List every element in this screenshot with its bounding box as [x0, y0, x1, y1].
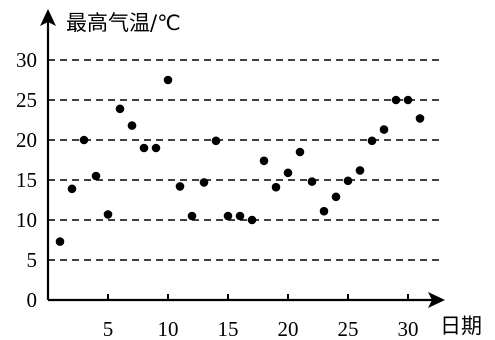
data-point-day-16: [235, 211, 245, 221]
data-points: [55, 75, 425, 246]
data-point-day-20: [283, 168, 293, 178]
y-tick-label-10: 10: [16, 208, 37, 232]
axes: [40, 9, 445, 308]
data-point-day-29: [391, 95, 401, 105]
x-tick-label-20: 20: [278, 317, 299, 340]
y-tick-label-0: 0: [27, 288, 38, 312]
data-point-day-11: [175, 182, 185, 191]
data-point-day-10: [163, 75, 173, 85]
data-point-day-17: [247, 215, 257, 225]
data-point-day-7: [127, 121, 137, 130]
data-point-day-8: [139, 143, 149, 153]
data-point-day-1: [55, 237, 65, 246]
y-axis-title: 最高气温/℃: [66, 11, 181, 35]
y-tick-label-20: 20: [16, 128, 37, 152]
data-point-day-9: [151, 143, 161, 153]
y-tick-label-30: 30: [16, 48, 37, 72]
data-point-day-31: [415, 114, 425, 123]
data-point-day-21: [295, 147, 305, 157]
data-point-day-2: [67, 184, 77, 194]
data-point-day-30: [403, 95, 413, 105]
x-tick-label-5: 5: [103, 317, 114, 340]
tick-labels: 0 5 10 15 20 25 30 5 10 15 20 25 30: [16, 48, 419, 340]
data-point-day-27: [367, 136, 377, 146]
data-point-day-15: [223, 211, 233, 221]
data-point-day-24: [331, 192, 341, 202]
x-axis-arrow: [428, 292, 445, 308]
y-tick-label-25: 25: [16, 88, 37, 112]
data-point-day-19: [271, 182, 281, 192]
gridlines: [48, 59, 442, 261]
data-point-day-14: [211, 136, 221, 146]
y-axis-arrow: [40, 9, 56, 26]
x-tick-label-25: 25: [338, 317, 359, 340]
x-tick-label-15: 15: [218, 317, 239, 340]
x-tick-label-30: 30: [398, 317, 419, 340]
data-point-day-26: [355, 166, 365, 175]
data-point-day-22: [307, 177, 317, 186]
y-tick-label-5: 5: [27, 248, 38, 272]
data-point-day-25: [343, 176, 353, 186]
data-point-day-4: [91, 171, 101, 181]
data-point-day-23: [319, 206, 329, 216]
data-point-day-12: [187, 211, 197, 221]
data-point-day-13: [199, 178, 209, 187]
data-point-day-6: [115, 104, 125, 114]
data-point-day-18: [259, 156, 269, 166]
data-point-day-28: [379, 125, 389, 134]
y-tick-label-15: 15: [16, 168, 37, 192]
data-point-day-5: [103, 210, 113, 219]
data-point-day-3: [79, 135, 89, 145]
x-tick-label-10: 10: [158, 317, 179, 340]
x-axis-title: 日期: [440, 314, 482, 338]
